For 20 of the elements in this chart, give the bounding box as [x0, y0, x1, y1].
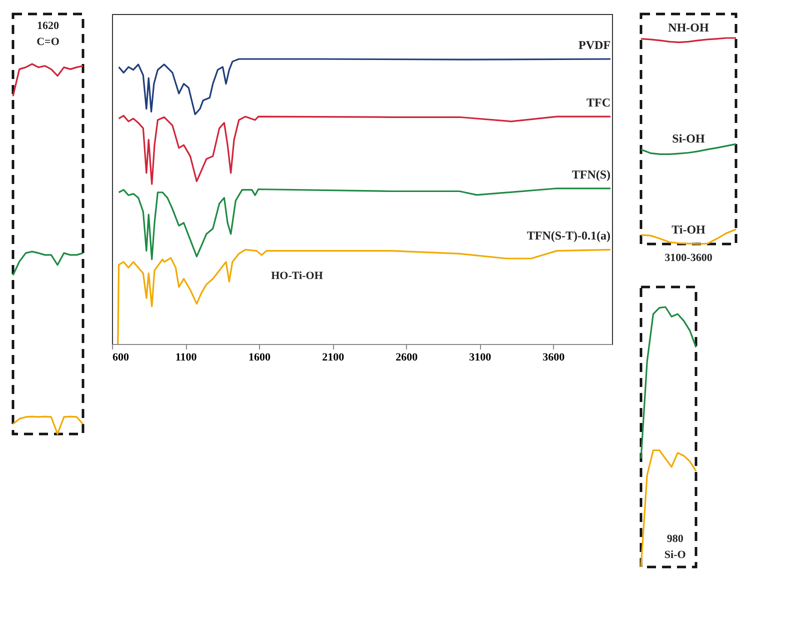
annotation: HO-Ti-OH — [271, 270, 324, 282]
x-tick-label: 3600 — [542, 352, 566, 364]
series-label: TFC — [586, 96, 611, 110]
x-tick-label: 1100 — [175, 352, 198, 364]
x-tick-label: 1600 — [248, 352, 272, 364]
annotation: 980 — [666, 533, 684, 545]
text: C=O — [36, 36, 60, 48]
series-label: PVDF — [578, 38, 611, 52]
x-tick-label: 600 — [112, 352, 130, 364]
series-label: TFN(S-T)-0.1(a) — [526, 228, 611, 243]
text: 1620 — [37, 20, 60, 32]
series-label: TFN(S) — [572, 167, 611, 182]
x-tick-label: 2100 — [322, 352, 345, 364]
x-tick-label: 3100 — [469, 352, 492, 364]
x-tick-label: 2600 — [396, 352, 418, 364]
text: 3100-3600 — [664, 252, 713, 264]
annotation: Si-O — [664, 549, 686, 561]
series-label: Ti-OH — [672, 222, 706, 237]
series-label: NH-OH — [668, 20, 710, 35]
series-label: Si-OH — [672, 132, 706, 146]
